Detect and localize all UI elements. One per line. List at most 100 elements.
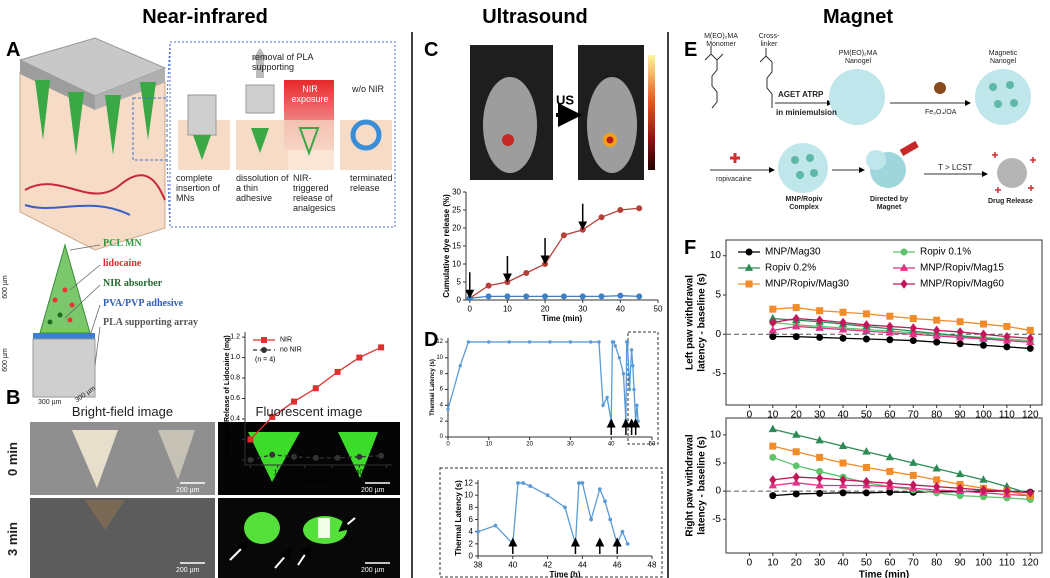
data-point (636, 293, 643, 300)
step-caption: NIR-triggered release of analgesics (293, 173, 336, 213)
data-point (792, 430, 801, 438)
data-point (956, 483, 964, 494)
x-tick-label: 20 (791, 558, 803, 569)
data-point (815, 323, 824, 331)
scheme-label: Drug Release (988, 198, 1033, 205)
data-point (792, 313, 800, 324)
data-point (577, 481, 581, 485)
step-caption: terminated release (350, 173, 393, 193)
y-tick-label: 2 (440, 418, 444, 424)
x-tick-label: 20 (541, 304, 550, 313)
x-tick-label: 0 (248, 470, 252, 477)
data-point (862, 335, 870, 343)
y-axis-label: Cumulative dye release (%) (442, 194, 451, 298)
y-axis-label: Thermal Latency (s) (454, 480, 463, 556)
data-point (932, 463, 941, 472)
x-tick-label: 0 (468, 304, 473, 313)
legend-label: Ropiv 0.2% (765, 263, 816, 274)
data-point (579, 293, 586, 300)
data-point (769, 333, 777, 341)
data-point (608, 517, 613, 522)
data-point (312, 454, 319, 461)
data-point (598, 214, 605, 221)
data-point (1003, 331, 1011, 342)
series-line (772, 321, 1031, 342)
data-point (632, 387, 636, 392)
series-line (772, 482, 1031, 497)
microscopy-images (30, 422, 400, 578)
data-point (768, 424, 777, 433)
y-tick-label: -5 (712, 514, 721, 525)
data-point (816, 453, 824, 461)
data-point (933, 481, 941, 492)
data-point (862, 320, 871, 330)
y-axis-label: Right paw withdrawal (685, 434, 696, 536)
data-point (458, 364, 462, 368)
x-tick-label: 90 (955, 410, 967, 421)
x-tick-label: 50 (649, 442, 656, 448)
data-point (627, 387, 632, 392)
x-tick-label: 40 (608, 442, 615, 448)
y-tick-label: -5 (712, 368, 721, 379)
data-point (933, 316, 941, 324)
x-tick-label: 70 (908, 558, 920, 569)
legend-marker (261, 347, 267, 353)
data-point (862, 310, 870, 318)
data-point (466, 295, 473, 302)
data-point (563, 505, 567, 510)
y-tick-label: 0.6 (230, 395, 240, 402)
data-point (815, 473, 824, 483)
data-point (885, 452, 894, 461)
data-point (839, 334, 847, 342)
row-label: 0 min (4, 442, 20, 476)
x-tick-label: 10 (485, 442, 492, 448)
legend-marker (744, 263, 754, 271)
data-point (291, 398, 297, 405)
plot-frame (725, 417, 1043, 554)
step-label: removal of PLA supporting (252, 52, 314, 72)
column-header: Magnet (823, 6, 893, 28)
data-point (635, 403, 639, 408)
y-axis-label: latency - baseline (s) (697, 436, 708, 534)
y-tick-label: 5 (457, 278, 462, 287)
data-point (334, 454, 341, 461)
scale-bar-label: 200 µm (361, 567, 385, 574)
x-axis-label: Time (min) (859, 570, 909, 578)
x-tick-label: 110 (999, 410, 1015, 421)
y-tick-label: 1.2 (230, 334, 240, 341)
data-point (909, 480, 917, 490)
scheme-label: PM(EO)₂MA Nanogel (838, 50, 878, 65)
data-point (613, 344, 617, 348)
scheme-label: Magnetic Nanogel (988, 50, 1018, 65)
data-point (487, 340, 491, 344)
data-point (507, 340, 511, 344)
y-tick-label: 5 (715, 458, 721, 469)
column-header: Ultrasound (482, 6, 588, 28)
x-tick-label: 120 (1022, 558, 1039, 569)
legend-label: Ropiv 0.1% (920, 247, 971, 258)
data-point (568, 340, 573, 344)
data-point (1003, 486, 1011, 496)
y-tick-label: 4 (469, 527, 474, 536)
dimension-label: 300 µm (38, 399, 62, 406)
legend-label: lidocaine (103, 258, 142, 269)
step-caption: dissolution of a thin adhesive (236, 173, 289, 203)
data-point (862, 489, 870, 497)
y-tick-label: 12 (436, 339, 443, 345)
data-point (542, 293, 549, 300)
data-point (466, 340, 471, 344)
data-point (485, 293, 492, 300)
x-tick-label: 30 (567, 442, 574, 448)
data-point (839, 459, 847, 467)
y-tick-label: 25 (452, 206, 461, 215)
y-tick-label: 8 (469, 503, 474, 512)
data-point (768, 325, 777, 334)
x-tick-label: 20 (526, 442, 533, 448)
y-axis-label: latency - baseline (s) (697, 273, 708, 371)
data-point (476, 529, 480, 534)
y-tick-label: 10 (710, 429, 722, 440)
data-point (247, 456, 254, 463)
data-point (620, 529, 625, 534)
x-tick-label: 42 (543, 560, 552, 569)
data-point (548, 340, 552, 344)
